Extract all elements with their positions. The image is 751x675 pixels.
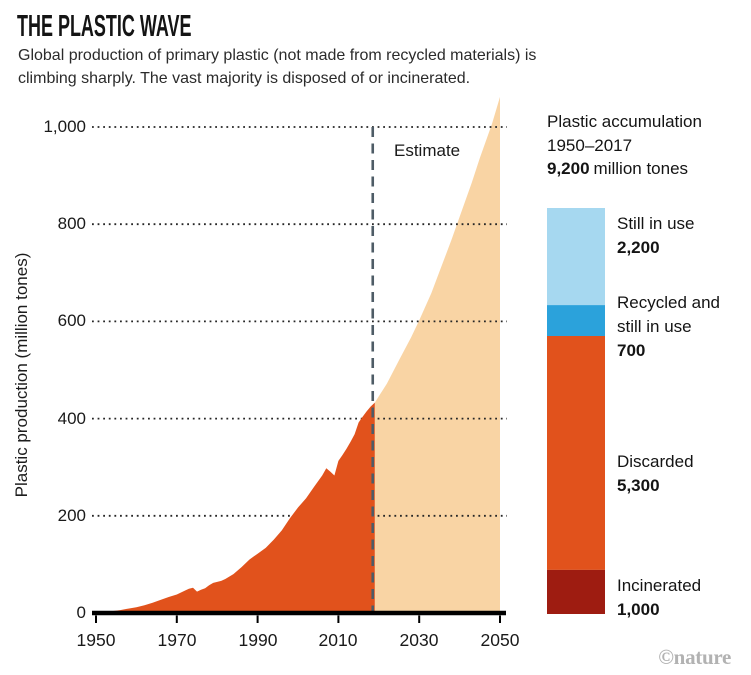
segment-value: 5,300 <box>617 476 660 495</box>
y-tick-label-800: 800 <box>57 214 86 233</box>
accumulation-bar-segment-discarded <box>547 336 605 570</box>
x-tick-label-2010: 2010 <box>318 630 358 650</box>
estimate-area <box>374 96 500 613</box>
accumulation-period: 1950–2017 <box>547 135 633 155</box>
accumulation-total-value: 9,200 <box>547 159 590 178</box>
nature-credit: ©nature <box>658 645 731 669</box>
y-axis-title: Plastic production (million tones) <box>12 252 31 498</box>
accumulation-bar-segment-still-in-use <box>547 208 605 306</box>
segment-label-recycled-and-still-in-use: Recycled and still in use 700 <box>617 291 735 363</box>
y-tick-label-1000: 1,000 <box>43 117 86 136</box>
accumulation-title: Plastic accumulation <box>547 112 702 131</box>
segment-name: Incinerated <box>617 576 702 595</box>
segment-label-still-in-use: Still in use 2,200 <box>617 212 735 260</box>
segment-label-discarded: Discarded 5,300 <box>617 450 735 498</box>
accumulation-bar-segment-incinerated <box>547 569 605 614</box>
x-tick-label-1970: 1970 <box>157 630 197 650</box>
segment-value: 700 <box>617 341 646 360</box>
y-tick-label-0: 0 <box>76 603 86 622</box>
accumulation-bar-segment-recycled-and-still-in-use <box>547 305 605 336</box>
estimate-label: Estimate <box>394 141 461 160</box>
x-tick-label-1990: 1990 <box>238 630 278 650</box>
segment-value: 1,000 <box>617 600 660 619</box>
x-tick-label-2050: 2050 <box>480 630 520 650</box>
page-title: THE PLASTIC WAVE <box>17 8 192 43</box>
segment-name: Still in use <box>617 214 695 233</box>
y-tick-label-600: 600 <box>57 311 86 330</box>
x-tick-label-1950: 1950 <box>76 630 116 650</box>
subtitle-line-1: Global production of primary plastic (no… <box>18 47 537 64</box>
y-tick-label-200: 200 <box>57 506 86 525</box>
x-tick-label-2030: 2030 <box>399 630 439 650</box>
accumulation-header: Plastic accumulation 1950–2017 9,200 mill… <box>547 110 702 181</box>
segment-value: 2,200 <box>617 238 660 257</box>
segment-label-incinerated: Incinerated 1,000 <box>617 574 735 622</box>
production-area <box>96 402 375 613</box>
y-tick-label-400: 400 <box>57 409 86 428</box>
accumulation-total-units: million tones <box>593 159 689 178</box>
segment-name: Recycled and still in use <box>617 293 721 336</box>
subtitle-line-2: climbing sharply. The vast majority is d… <box>18 70 471 87</box>
segment-name: Discarded <box>617 452 694 471</box>
accumulation-total: 9,200 million tones <box>547 157 702 181</box>
